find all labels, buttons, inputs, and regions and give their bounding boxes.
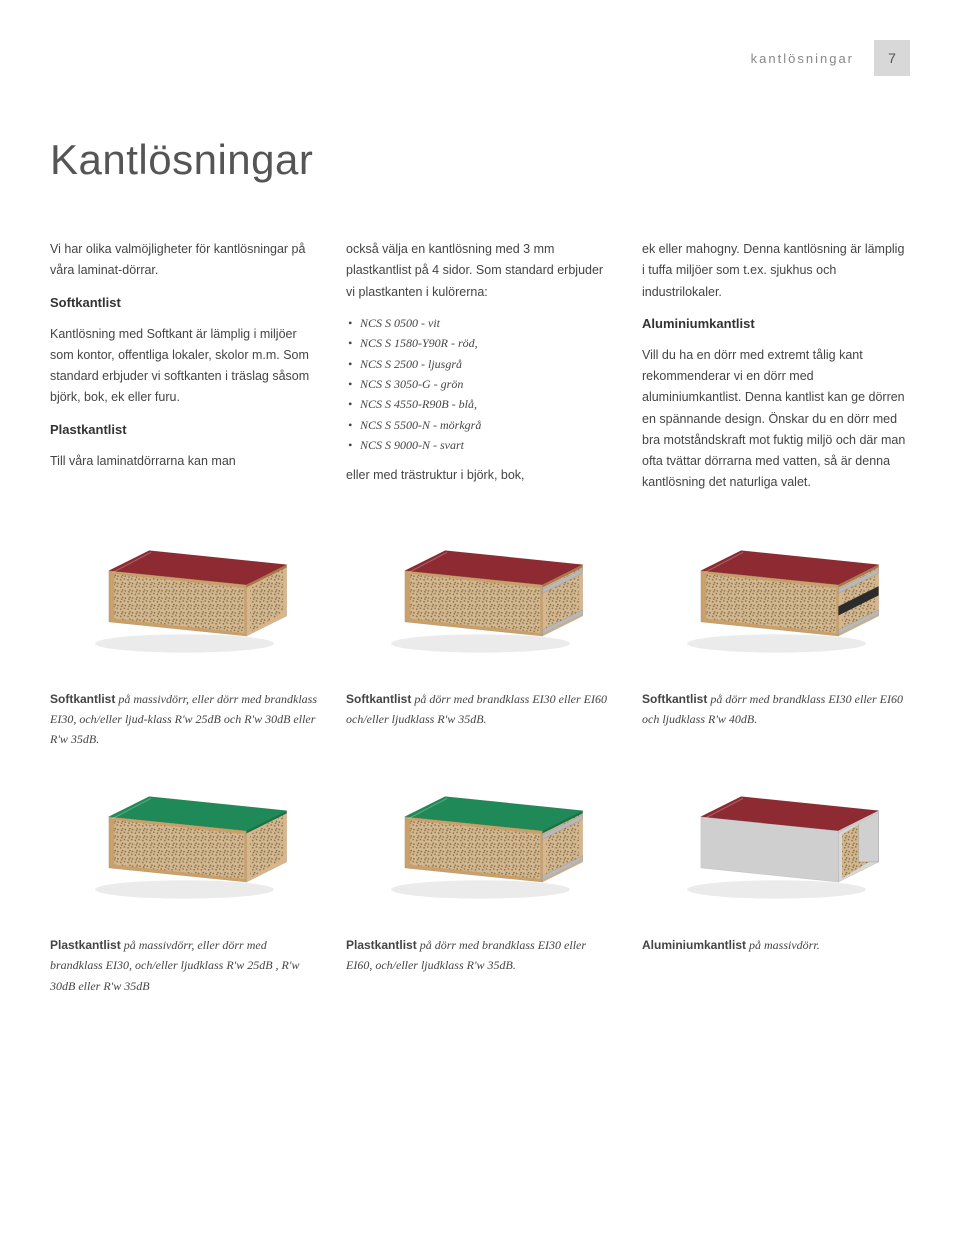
figure-caption: Softkantlist på massivdörr, eller dörr m…	[50, 689, 318, 750]
edge-sample-illustration	[370, 780, 590, 890]
caption-row-1: Softkantlist på massivdörr, eller dörr m…	[50, 689, 910, 750]
plastkantlist-body3: eller med trästruktur i björk, bok,	[346, 465, 614, 486]
caption-lead: Softkantlist	[50, 692, 115, 706]
color-list-item: NCS S 9000-N - svart	[346, 435, 614, 455]
illustration-cell	[642, 780, 910, 890]
aluminium-heading: Aluminiumkantlist	[642, 313, 910, 335]
plastkantlist-heading: Plastkantlist	[50, 419, 318, 441]
illustration-cell	[50, 780, 318, 890]
edge-sample-illustration	[370, 534, 590, 644]
edge-sample-illustration	[666, 534, 886, 644]
plastkantlist-lead: Till våra laminatdörrarna kan man	[50, 451, 318, 472]
caption-row-2: Plastkantlist på massivdörr, eller dörr …	[50, 935, 910, 996]
color-list-item: NCS S 1580-Y90R - röd,	[346, 333, 614, 353]
aluminium-body: Vill du ha en dörr med extremt tålig kan…	[642, 345, 910, 494]
page-header: kantlösningar 7	[50, 40, 910, 76]
color-list-item: NCS S 5500-N - mörkgrå	[346, 415, 614, 435]
softkantlist-body: Kantlösning med Softkant är lämplig i mi…	[50, 324, 318, 409]
edge-sample-illustration	[74, 780, 294, 890]
image-row-2	[50, 780, 910, 890]
column-3: ek eller mahogny. Denna kantlösning är l…	[642, 239, 910, 504]
caption-body: på massivdörr.	[746, 938, 820, 952]
page-number-box: 7	[874, 40, 910, 76]
page-title: Kantlösningar	[50, 136, 910, 184]
edge-sample-illustration	[74, 534, 294, 644]
color-list-item: NCS S 4550-R90B - blå,	[346, 394, 614, 414]
column-2: också välja en kantlösning med 3 mm plas…	[346, 239, 614, 504]
caption-lead: Aluminiumkantlist	[642, 938, 746, 952]
figure-caption: Softkantlist på dörr med brandklass EI30…	[642, 689, 910, 750]
col3-lead: ek eller mahogny. Denna kantlösning är l…	[642, 239, 910, 303]
column-1: Vi har olika valmöjligheter för kantlösn…	[50, 239, 318, 504]
illustration-cell	[642, 534, 910, 644]
color-list-item: NCS S 3050-G - grön	[346, 374, 614, 394]
illustration-cell	[50, 534, 318, 644]
edge-sample-illustration	[666, 780, 886, 890]
image-row-1	[50, 534, 910, 644]
color-list-item: NCS S 0500 - vit	[346, 313, 614, 333]
color-list-item: NCS S 2500 - ljusgrå	[346, 354, 614, 374]
page-number: 7	[888, 50, 896, 66]
softkantlist-heading: Softkantlist	[50, 292, 318, 314]
caption-lead: Softkantlist	[346, 692, 411, 706]
color-list: NCS S 0500 - vitNCS S 1580-Y90R - röd,NC…	[346, 313, 614, 456]
figure-caption: Softkantlist på dörr med brandklass EI30…	[346, 689, 614, 750]
caption-lead: Plastkantlist	[50, 938, 121, 952]
figure-caption: Plastkantlist på dörr med brandklass EI3…	[346, 935, 614, 996]
illustration-cell	[346, 780, 614, 890]
figure-caption: Aluminiumkantlist på massivdörr.	[642, 935, 910, 996]
text-columns: Vi har olika valmöjligheter för kantlösn…	[50, 239, 910, 504]
illustration-cell	[346, 534, 614, 644]
caption-lead: Plastkantlist	[346, 938, 417, 952]
intro-text: Vi har olika valmöjligheter för kantlösn…	[50, 239, 318, 282]
section-label: kantlösningar	[751, 51, 854, 66]
figure-caption: Plastkantlist på massivdörr, eller dörr …	[50, 935, 318, 996]
plastkantlist-body2: också välja en kantlösning med 3 mm plas…	[346, 239, 614, 303]
caption-lead: Softkantlist	[642, 692, 707, 706]
